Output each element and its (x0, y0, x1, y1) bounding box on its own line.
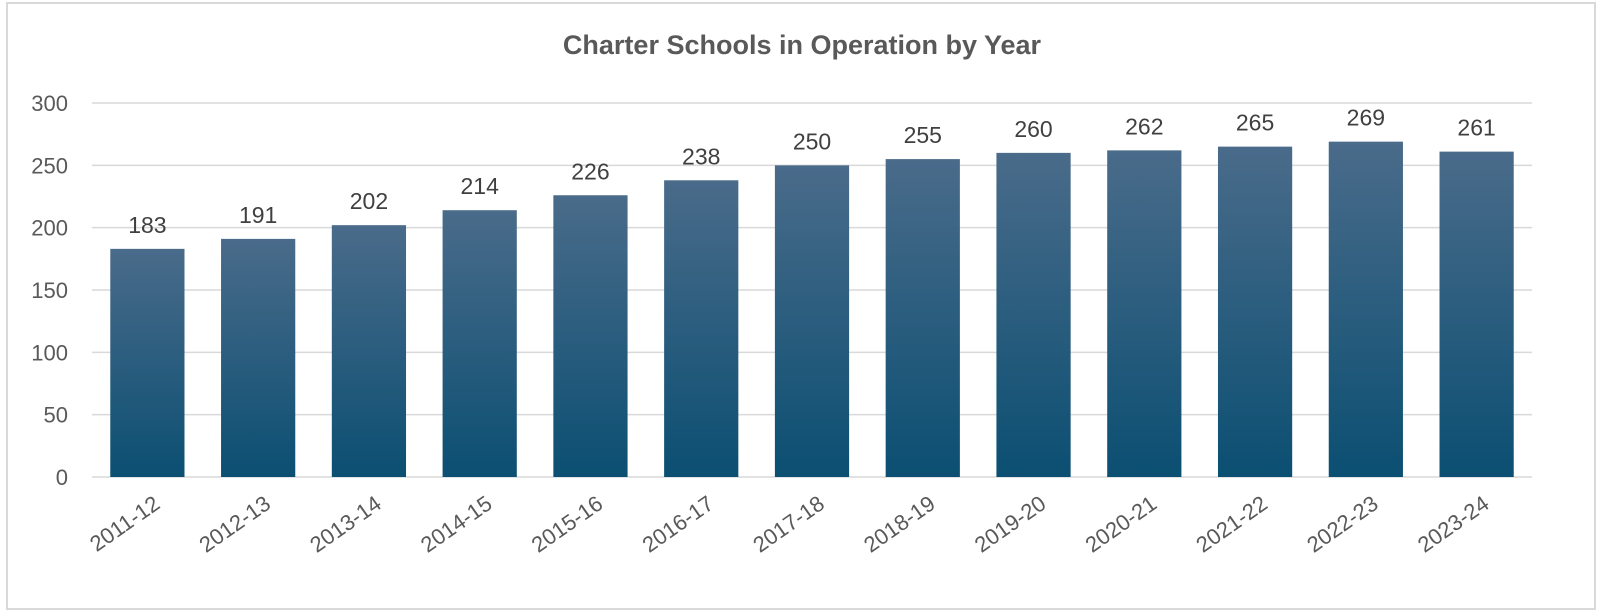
data-label: 191 (239, 202, 277, 228)
x-tick-label: 2020-21 (1081, 491, 1161, 558)
x-tick-label: 2015-16 (527, 491, 607, 558)
data-label: 250 (793, 128, 831, 154)
data-label: 262 (1125, 113, 1163, 139)
bar (1328, 141, 1403, 477)
y-tick-label: 0 (56, 465, 68, 490)
data-label: 183 (128, 212, 166, 238)
x-tick-label: 2023-24 (1413, 491, 1493, 558)
data-label: 260 (1014, 116, 1052, 142)
chart-title: Charter Schools in Operation by Year (563, 30, 1042, 60)
x-tick-label: 2011-12 (85, 491, 164, 557)
bars (110, 141, 1514, 478)
x-tick-label: 2021-22 (1191, 491, 1271, 558)
data-label: 255 (904, 122, 942, 148)
data-label: 261 (1457, 115, 1495, 141)
x-tick-label: 2013-14 (305, 491, 385, 558)
y-tick-label: 250 (31, 153, 68, 178)
bar (1439, 151, 1514, 477)
data-label: 202 (350, 188, 388, 214)
x-tick-label: 2014-15 (416, 491, 496, 558)
y-tick-label: 300 (31, 91, 68, 116)
bar (221, 238, 296, 477)
y-tick-label: 50 (44, 403, 68, 428)
x-tick-label: 2012-13 (195, 491, 275, 558)
data-label: 265 (1236, 110, 1274, 136)
bar (1217, 146, 1293, 477)
bar (664, 180, 739, 477)
x-tick-label: 2022-23 (1302, 491, 1382, 558)
bar (553, 195, 628, 477)
x-tick-label: 2016-17 (638, 491, 718, 558)
y-tick-label: 200 (31, 216, 68, 241)
x-tick-label: 2018-19 (859, 491, 939, 558)
bar (996, 152, 1071, 477)
bar (110, 248, 185, 477)
y-axis-ticks: 0 50 100 150 200 250 300 (31, 91, 68, 490)
bar (885, 159, 960, 477)
x-axis-ticks: 2011-12 2012-13 2013-14 2014-15 2015-16 2016-… (85, 491, 1493, 558)
bar (1107, 150, 1182, 477)
data-labels: 183 191 202 214 226 238 250 255 260 262 265 269 261 (128, 105, 1496, 238)
y-tick-label: 100 (31, 340, 68, 365)
data-label: 269 (1347, 105, 1385, 131)
data-label: 214 (461, 173, 500, 199)
data-label: 226 (571, 158, 609, 184)
bar (442, 210, 517, 478)
x-tick-label: 2017-18 (748, 491, 828, 558)
data-label: 238 (682, 143, 720, 169)
bar (774, 165, 850, 478)
y-tick-label: 150 (31, 278, 68, 303)
x-tick-label: 2019-20 (970, 491, 1050, 558)
bar (331, 225, 407, 477)
